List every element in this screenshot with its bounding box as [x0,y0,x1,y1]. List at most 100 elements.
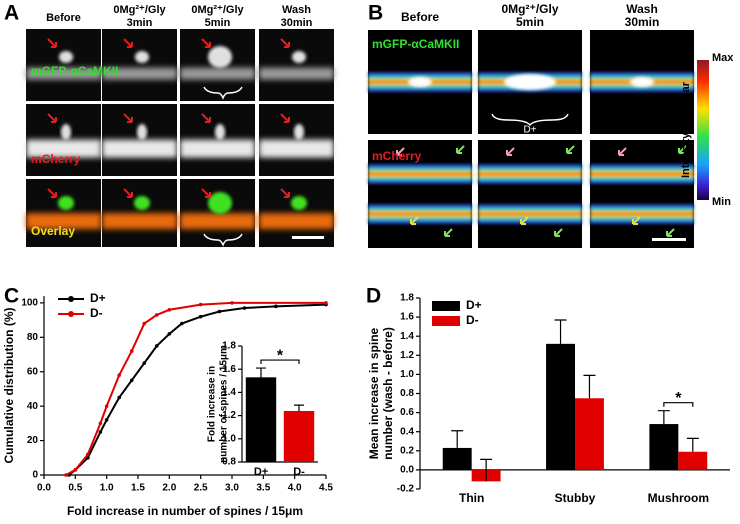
column-header: 5min [516,15,544,29]
spine [134,196,150,210]
cdf-point [324,301,328,305]
arrow [201,113,211,123]
legend-label: D+ [90,291,106,305]
micrographs [26,29,694,248]
x-tick-label: Thin [459,491,484,505]
error-bar [480,458,493,482]
arrow [280,188,290,198]
y-tick-label: 1.4 [222,387,236,398]
legend-label: D+ [466,298,482,312]
dendrite [259,67,334,80]
x-tick-label: 4.0 [288,483,302,494]
row-label: mCherry [372,149,422,163]
legend-marker [68,311,74,317]
arrow [632,216,641,225]
bar [575,398,604,470]
y-tick-label: 1.6 [400,312,414,323]
cdf-point [98,421,103,426]
x-tick-label: 3.5 [256,483,270,494]
spine [137,124,147,140]
y-tick-label: 100 [21,298,38,309]
spine [58,196,74,210]
y-tick-label: 1.2 [400,350,414,361]
arrow [201,38,211,48]
x-tick-label: Stubby [555,491,596,505]
sig-bracket [663,402,694,407]
bar [442,447,472,470]
y-tick-label: -0.2 [397,484,415,495]
cdf-line [68,303,327,476]
bar [283,410,315,462]
error-bar [451,430,464,448]
panel-letter: A [4,2,19,25]
legend-swatch [432,316,460,326]
dendrite [478,204,582,224]
dendrite [102,67,177,80]
bracket-label: D+ [523,125,536,136]
x-tick-label: 0.5 [68,483,82,494]
hotspot [408,77,432,87]
error-bar [583,374,596,399]
dendrite [180,213,255,230]
y-tick-label: 1.0 [400,369,414,380]
x-tick-label: D- [293,466,305,478]
error-bar [657,410,670,425]
row-label: mCherry [31,152,81,166]
spine [135,51,149,63]
y-tick-label: 1.6 [222,364,236,375]
y-tick-label: 0.6 [400,407,414,418]
column-header: Before [401,10,439,24]
error-bar [686,437,699,452]
cdf-point [73,468,78,472]
spine [208,192,232,214]
micrograph [368,140,472,248]
arrow [520,216,529,225]
y-tick-label: 0 [32,470,38,481]
x-tick-label: 1.0 [100,483,114,494]
dendrite [259,213,334,230]
spine [291,196,307,210]
dendrite [102,213,177,230]
arrow [566,145,575,154]
cdf-point [198,314,203,319]
bar [546,343,575,470]
arrow [47,38,57,48]
scale-bar [292,236,324,239]
y-tick-label: 1.8 [400,293,414,304]
cdf-point [198,302,203,307]
row-label: mGFP-αCaMKII [372,37,459,51]
cdf-point [230,301,234,305]
y-tick-label: 1.0 [222,433,236,444]
y-tick-label: 80 [27,332,39,343]
dendrite [368,164,472,184]
cdf-point [64,473,68,477]
scale-title: Intensity scale bar [680,81,692,178]
arrow [123,113,133,123]
y-tick-label: 0.8 [222,457,236,468]
column-header: 0Mg²⁺/Gly [191,4,244,16]
x-tick-label: 1.5 [131,483,145,494]
bracket [491,113,569,127]
sig-bracket [260,359,300,365]
column-header: 3min [127,17,153,29]
error-bar [554,319,567,344]
arrow [444,228,453,237]
hotspot [630,77,654,87]
column-header: 5min [205,17,231,29]
cdf-point [142,361,147,365]
hotspot [504,74,556,90]
row-label: Overlay [31,224,75,238]
spine [208,46,232,68]
error-bar [256,367,266,378]
arrow [618,147,627,156]
bracket [203,233,243,247]
arrow [47,113,57,123]
legend-swatch [432,301,460,311]
scale-bar [652,238,686,241]
spine [215,124,225,140]
arrow [410,216,419,225]
y-tick-label: 40 [27,401,39,412]
dendrite [102,139,177,158]
dendrite [478,164,582,184]
